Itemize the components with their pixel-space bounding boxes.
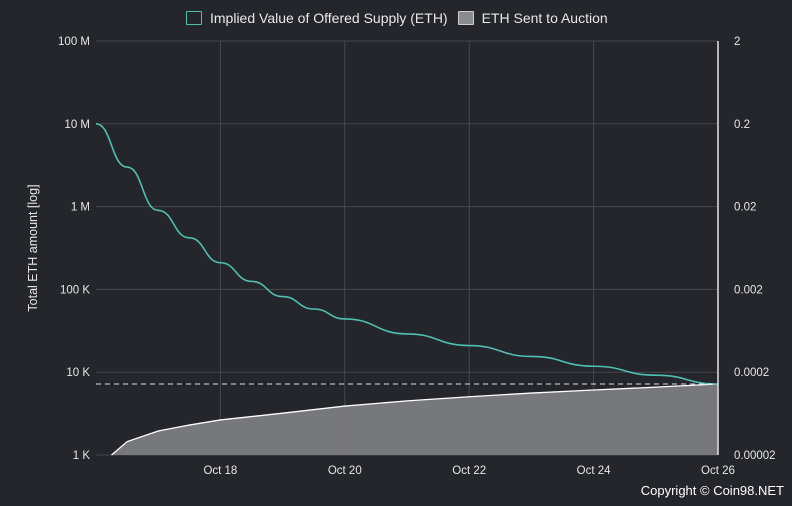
- x-tick-label: Oct 26: [701, 465, 735, 477]
- reference-layer: [96, 41, 719, 455]
- y-tick-label: 100 M: [58, 36, 90, 48]
- legend-swatch-teal: [186, 11, 202, 25]
- y-axis-title: Total ETH amount [log]: [26, 184, 40, 312]
- y-tick-label: 1 M: [71, 202, 90, 214]
- legend-label-eth-sent: ETH Sent to Auction: [481, 10, 608, 26]
- legend-label-implied-value: Implied Value of Offered Supply (ETH): [210, 10, 448, 26]
- x-tick-label: Oct 18: [203, 465, 237, 477]
- axis-tick-labels: 1 K 10 K 100 K 1 M 10 M 100 M 0.00002 0.0002 0.0…: [58, 36, 776, 477]
- y-tick-label: 10 M: [64, 119, 90, 131]
- implied-line-layer: [95, 123, 719, 385]
- legend-swatch-gray: [457, 11, 474, 25]
- y-tick-label: 10 K: [66, 367, 90, 379]
- y2-tick-label: 0.00002: [734, 450, 776, 462]
- y-tick-label: 1 K: [73, 450, 91, 462]
- auction-area: [111, 384, 719, 455]
- copyright-watermark: Copyright © Coin98.NET: [640, 483, 784, 498]
- y2-tick-label: 0.002: [734, 284, 763, 296]
- x-tick-label: Oct 20: [328, 465, 362, 477]
- legend-item-implied-value[interactable]: Implied Value of Offered Supply (ETH): [186, 10, 448, 26]
- legend-item-eth-sent[interactable]: ETH Sent to Auction: [457, 10, 608, 26]
- x-tick-label: Oct 22: [452, 465, 486, 477]
- implied-value-line: [95, 123, 719, 385]
- legend: Implied Value of Offered Supply (ETH) ET…: [186, 10, 608, 26]
- x-tick-label: Oct 24: [577, 465, 611, 477]
- y2-tick-label: 0.02: [734, 202, 756, 214]
- y2-tick-label: 0.2: [734, 119, 750, 131]
- auction-area-edge: [111, 383, 719, 456]
- y2-tick-label: 0.0002: [734, 367, 769, 379]
- auction-area-layer: [111, 383, 719, 456]
- y-tick-label: 100 K: [60, 284, 90, 296]
- y2-tick-label: 2: [734, 36, 740, 48]
